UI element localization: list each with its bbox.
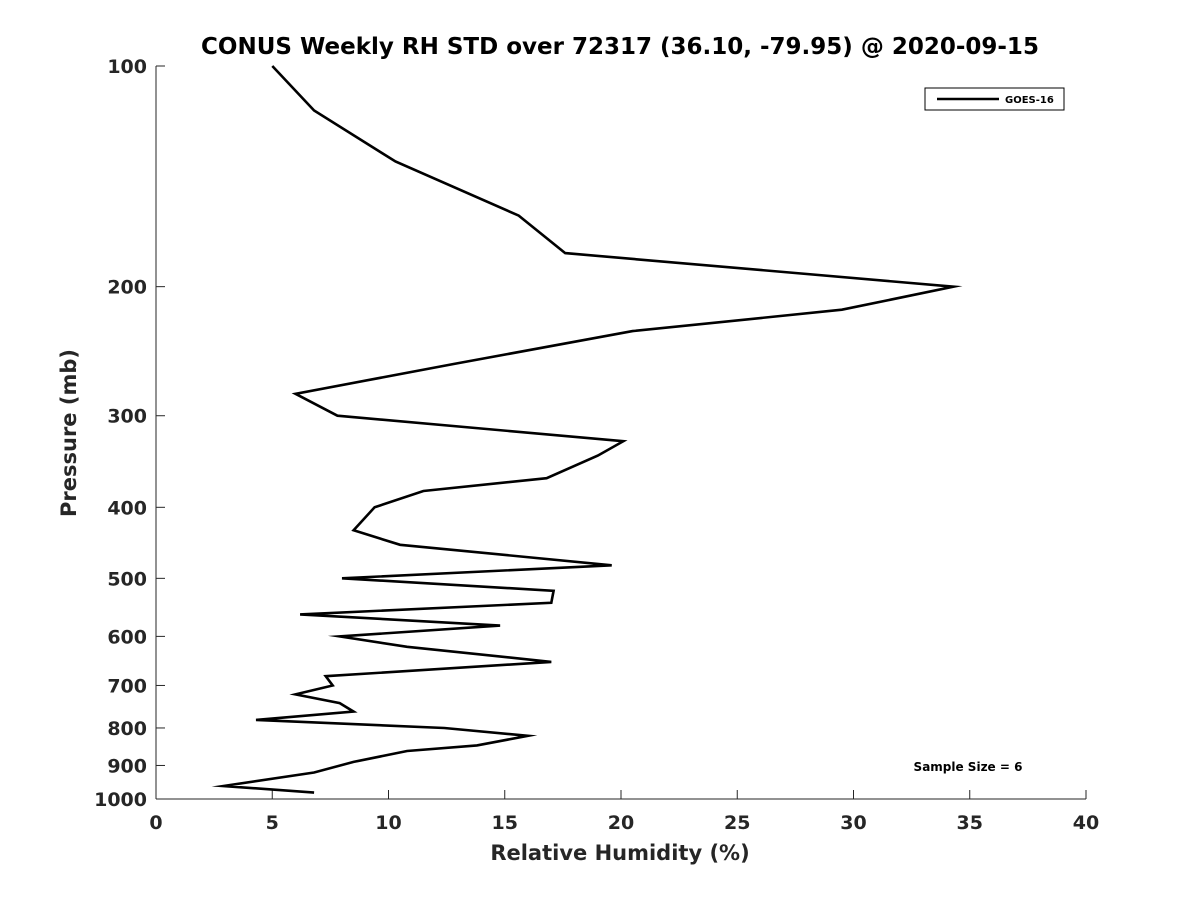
x-tick-label: 10 (375, 812, 401, 834)
y-tick-label: 800 (107, 718, 147, 740)
series-lines (211, 65, 963, 794)
x-tick-label: 35 (957, 812, 983, 834)
y-tick-label: 100 (107, 56, 147, 78)
series-line-0 (211, 65, 963, 794)
legend: GOES-16 (924, 87, 1065, 111)
x-tick-labels: 0 5 10 15 20 25 30 35 40 (149, 812, 1099, 834)
x-tick-label: 5 (266, 812, 279, 834)
x-tick-label: 15 (492, 812, 518, 834)
x-axis-label: Relative Humidity (%) (490, 841, 749, 865)
y-tick-label: 400 (107, 497, 147, 519)
tick-marks (155, 65, 1087, 800)
chart-title: CONUS Weekly RH STD over 72317 (36.10, -… (201, 34, 1039, 60)
y-tick-label: 900 (107, 755, 147, 777)
y-tick-label: 300 (107, 406, 147, 428)
axes (155, 66, 1086, 800)
y-tick-label: 1000 (94, 789, 147, 811)
y-tick-label: 200 (107, 277, 147, 299)
y-axis-label: Pressure (mb) (57, 349, 81, 517)
x-tick-label: 20 (608, 812, 634, 834)
y-tick-label: 700 (107, 675, 147, 697)
x-tick-label: 25 (724, 812, 750, 834)
x-tick-label: 40 (1073, 812, 1099, 834)
legend-label: GOES-16 (1005, 95, 1054, 106)
sample-size-annotation: Sample Size = 6 (914, 760, 1023, 774)
y-tick-labels: 100 200 300 400 500 600 700 800 900 1000 (94, 56, 147, 811)
y-tick-label: 600 (107, 626, 147, 648)
x-tick-label: 30 (840, 812, 866, 834)
x-tick-label: 0 (149, 812, 162, 834)
y-tick-label: 500 (107, 568, 147, 590)
